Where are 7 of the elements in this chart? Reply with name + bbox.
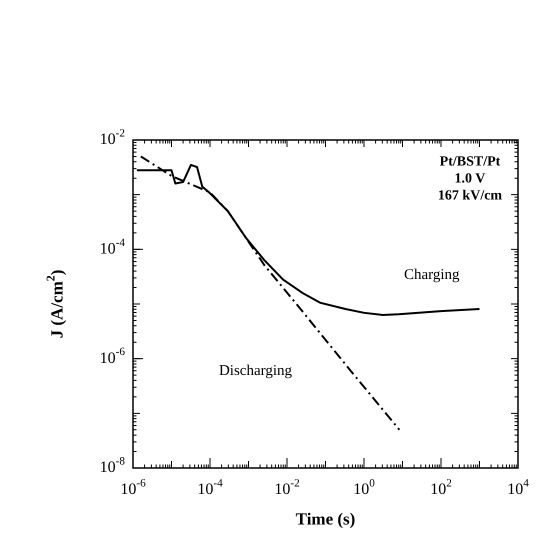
series-label: Charging	[404, 266, 460, 283]
annotation: Pt/BST/Pt	[440, 154, 501, 170]
x-axis-title: Time (s)	[296, 509, 356, 528]
annotation: 167 kV/cm	[438, 188, 502, 204]
text: Discharging	[218, 363, 292, 380]
annotation: 1.0 V	[454, 172, 486, 187]
y-axis-title: J (A/cm2)	[43, 270, 66, 338]
